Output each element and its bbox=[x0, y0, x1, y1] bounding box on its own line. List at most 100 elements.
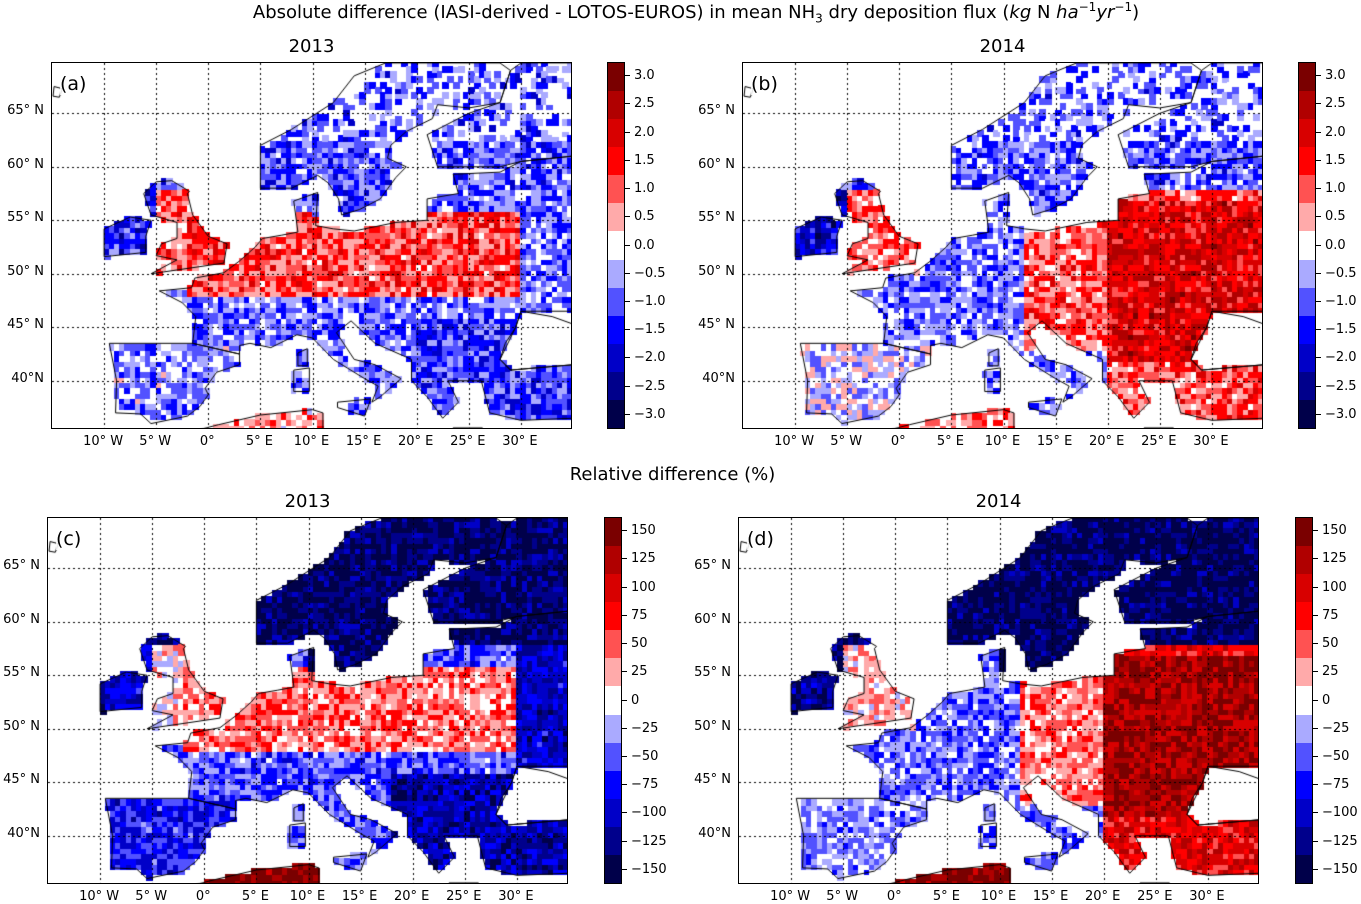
colorbar-bin bbox=[605, 714, 621, 743]
colorbar-tick-label: −150 bbox=[1313, 862, 1358, 877]
longitude-label: 25° E bbox=[1141, 434, 1177, 449]
title-text-2: dry deposition flux ( bbox=[822, 2, 1010, 23]
colorbar-tick-label: 0.0 bbox=[625, 238, 655, 253]
colorbar-bin bbox=[605, 658, 621, 687]
panel-label: (a) bbox=[60, 73, 87, 95]
longitude-label: 20° E bbox=[397, 434, 434, 449]
colorbar-bin bbox=[1296, 574, 1312, 603]
longitude-label: 5° E bbox=[241, 889, 269, 904]
colorbar-tick-label: 2.0 bbox=[1316, 125, 1346, 140]
latitude-label: 65° N bbox=[698, 103, 735, 119]
latitude-label: 60° N bbox=[7, 156, 44, 172]
colorbar-tick-label: −2.0 bbox=[625, 350, 666, 365]
colorbar-tick-label: −0.5 bbox=[625, 266, 666, 281]
colorbar-bin bbox=[608, 287, 624, 316]
longitude-label: 20° E bbox=[1088, 434, 1125, 449]
colorbar-bin bbox=[1299, 63, 1315, 92]
colorbar-tick-label: −1.5 bbox=[625, 322, 666, 337]
map-panel-c: (c) bbox=[47, 517, 568, 884]
colorbar-tick-label: 0 bbox=[622, 693, 639, 708]
colorbar-bin bbox=[605, 686, 621, 715]
panel-year-title: 2014 bbox=[979, 36, 1026, 57]
colorbar-bin bbox=[605, 602, 621, 631]
latitude-label: 65° N bbox=[7, 103, 44, 119]
colorbar-bin bbox=[608, 91, 624, 120]
colorbar-tick-label: 0.5 bbox=[1316, 209, 1346, 224]
title-text: Absolute difference (IASI-derived - LOTO… bbox=[252, 2, 816, 23]
colorbar-tick-label: −2.0 bbox=[1316, 350, 1357, 365]
colorbar-bin bbox=[1296, 602, 1312, 631]
title-subscript: 3 bbox=[815, 11, 823, 26]
latitude-label: 40°N bbox=[698, 825, 731, 841]
latitude-label: 55° N bbox=[3, 665, 40, 681]
colorbar-tick-label: 1.0 bbox=[625, 181, 655, 196]
colorbar-bin bbox=[608, 63, 624, 92]
colorbar-tick-label: −0.5 bbox=[1316, 266, 1357, 281]
colorbar-bin bbox=[1296, 742, 1312, 771]
colorbar-tick-label: 1.0 bbox=[1316, 181, 1346, 196]
colorbar-tick-label: −125 bbox=[1313, 834, 1358, 849]
latitude-label: 40°N bbox=[7, 825, 40, 841]
longitude-label: 10° E bbox=[980, 889, 1017, 904]
latitude-label: 50° N bbox=[698, 263, 735, 279]
colorbar-tick-label: 0.5 bbox=[625, 209, 655, 224]
latitude-label: 50° N bbox=[694, 718, 731, 734]
longitude-label: 5° W bbox=[826, 889, 859, 904]
longitude-label: 0° bbox=[195, 889, 211, 904]
colorbar bbox=[1295, 517, 1313, 884]
map-canvas bbox=[743, 63, 1262, 428]
longitude-label: 0° bbox=[199, 434, 215, 449]
longitude-label: 20° E bbox=[1084, 889, 1121, 904]
map-canvas bbox=[52, 63, 571, 428]
colorbar-bin bbox=[1296, 658, 1312, 687]
latitude-label: 60° N bbox=[694, 611, 731, 627]
colorbar-tick-label: 3.0 bbox=[1316, 68, 1346, 83]
colorbar-tick-label: −1.0 bbox=[625, 294, 666, 309]
colorbar-bin bbox=[1296, 798, 1312, 827]
colorbar-bin bbox=[1296, 686, 1312, 715]
longitude-label: 10° E bbox=[289, 889, 326, 904]
latitude-label: 65° N bbox=[694, 558, 731, 574]
longitude-label: 10° E bbox=[293, 434, 330, 449]
colorbar-tick-label: −25 bbox=[622, 721, 658, 736]
longitude-label: 30° E bbox=[1193, 434, 1229, 449]
latitude-label: 60° N bbox=[3, 611, 40, 627]
colorbar-tick-label: 100 bbox=[622, 580, 656, 595]
longitude-label: 5° E bbox=[936, 434, 964, 449]
relative-title: Relative difference (%) bbox=[569, 464, 776, 485]
colorbar-bin bbox=[1296, 714, 1312, 743]
colorbar-tick-label: 125 bbox=[622, 551, 656, 566]
colorbar-bin bbox=[605, 574, 621, 603]
latitude-label: 45° N bbox=[3, 772, 40, 788]
longitude-label: 0° bbox=[886, 889, 902, 904]
colorbar-tick-label: 2.5 bbox=[625, 96, 655, 111]
colorbar-bin bbox=[1299, 147, 1315, 176]
colorbar-bin bbox=[608, 175, 624, 204]
latitude-label: 40°N bbox=[11, 370, 44, 386]
colorbar-bin bbox=[1299, 259, 1315, 288]
longitude-label: 10° W bbox=[83, 434, 124, 449]
colorbar-bin bbox=[608, 119, 624, 148]
longitude-label: 15° E bbox=[1036, 434, 1073, 449]
latitude-label: 50° N bbox=[7, 263, 44, 279]
latitude-label: 40°N bbox=[702, 370, 735, 386]
colorbar-bin bbox=[1296, 826, 1312, 855]
unit-n: N bbox=[1031, 2, 1057, 23]
colorbar-bin bbox=[605, 826, 621, 855]
colorbar-bin bbox=[608, 315, 624, 344]
colorbar-tick-label: −25 bbox=[1313, 721, 1349, 736]
colorbar-tick-label: 25 bbox=[622, 664, 648, 679]
latitude-label: 55° N bbox=[694, 665, 731, 681]
colorbar-tick-label: −1.0 bbox=[1316, 294, 1357, 309]
longitude-label: 25° E bbox=[1137, 889, 1173, 904]
latitude-label: 45° N bbox=[694, 772, 731, 788]
longitude-label: 20° E bbox=[393, 889, 430, 904]
colorbar-bin bbox=[1299, 119, 1315, 148]
panel-label: (d) bbox=[747, 528, 774, 550]
panel-year-title: 2013 bbox=[284, 491, 331, 512]
colorbar-bin bbox=[608, 399, 624, 429]
colorbar-bin bbox=[1296, 546, 1312, 575]
colorbar-tick-label: 1.5 bbox=[625, 153, 655, 168]
unit-exp-1: −1 bbox=[1078, 0, 1097, 14]
colorbar bbox=[607, 62, 625, 429]
